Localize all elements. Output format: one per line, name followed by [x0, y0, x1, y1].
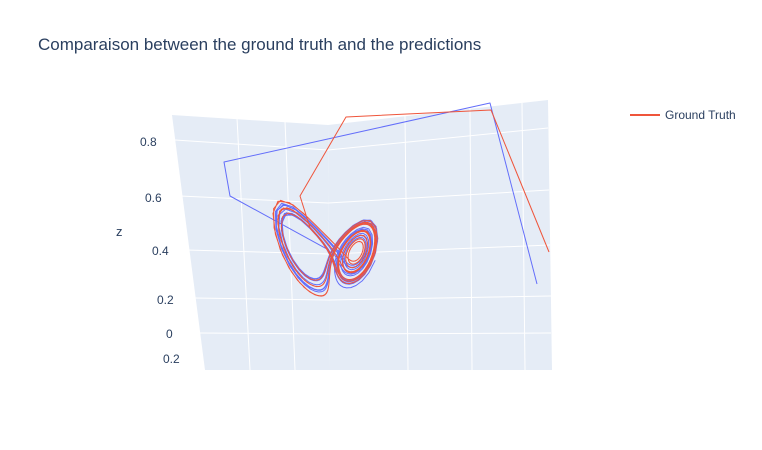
series-line-ground-truth [272, 109, 550, 297]
chart-title: Comparaison between the ground truth and… [38, 35, 481, 54]
scene-pane-left [172, 115, 330, 370]
gridline [327, 127, 549, 151]
gridline [404, 115, 409, 371]
gridline [185, 249, 330, 255]
legend-label-ground-truth[interactable]: Ground Truth [665, 108, 736, 122]
series-line-prediction [223, 102, 538, 293]
traces [223, 102, 550, 297]
z-tick-label: 0 [166, 327, 173, 341]
gridline [329, 332, 552, 335]
z-tick-label: 0.4 [152, 244, 169, 258]
gridline [236, 117, 251, 371]
gridline [174, 139, 329, 151]
scene [172, 100, 552, 371]
legend[interactable]: Ground Truth [630, 108, 736, 122]
gridline [284, 120, 296, 371]
gridline [328, 295, 552, 301]
scene-pane-right [328, 100, 552, 370]
z-tick-label: 0.2 [157, 293, 174, 307]
gridline [192, 297, 330, 301]
z-tick-label: 0.2 [163, 352, 180, 366]
z-tick-label: 0.8 [140, 135, 157, 149]
gridline [521, 102, 526, 371]
gridline [469, 108, 473, 371]
z-axis-ticks: 0.8 0.6 0.4 0.2 0 0.2 [140, 135, 180, 366]
gridline [179, 195, 329, 204]
gridline [327, 189, 550, 204]
scene-gridlines [174, 102, 552, 371]
z-tick-label: 0.6 [145, 191, 162, 205]
gridline [197, 332, 331, 335]
z-axis-title: z [116, 224, 123, 239]
